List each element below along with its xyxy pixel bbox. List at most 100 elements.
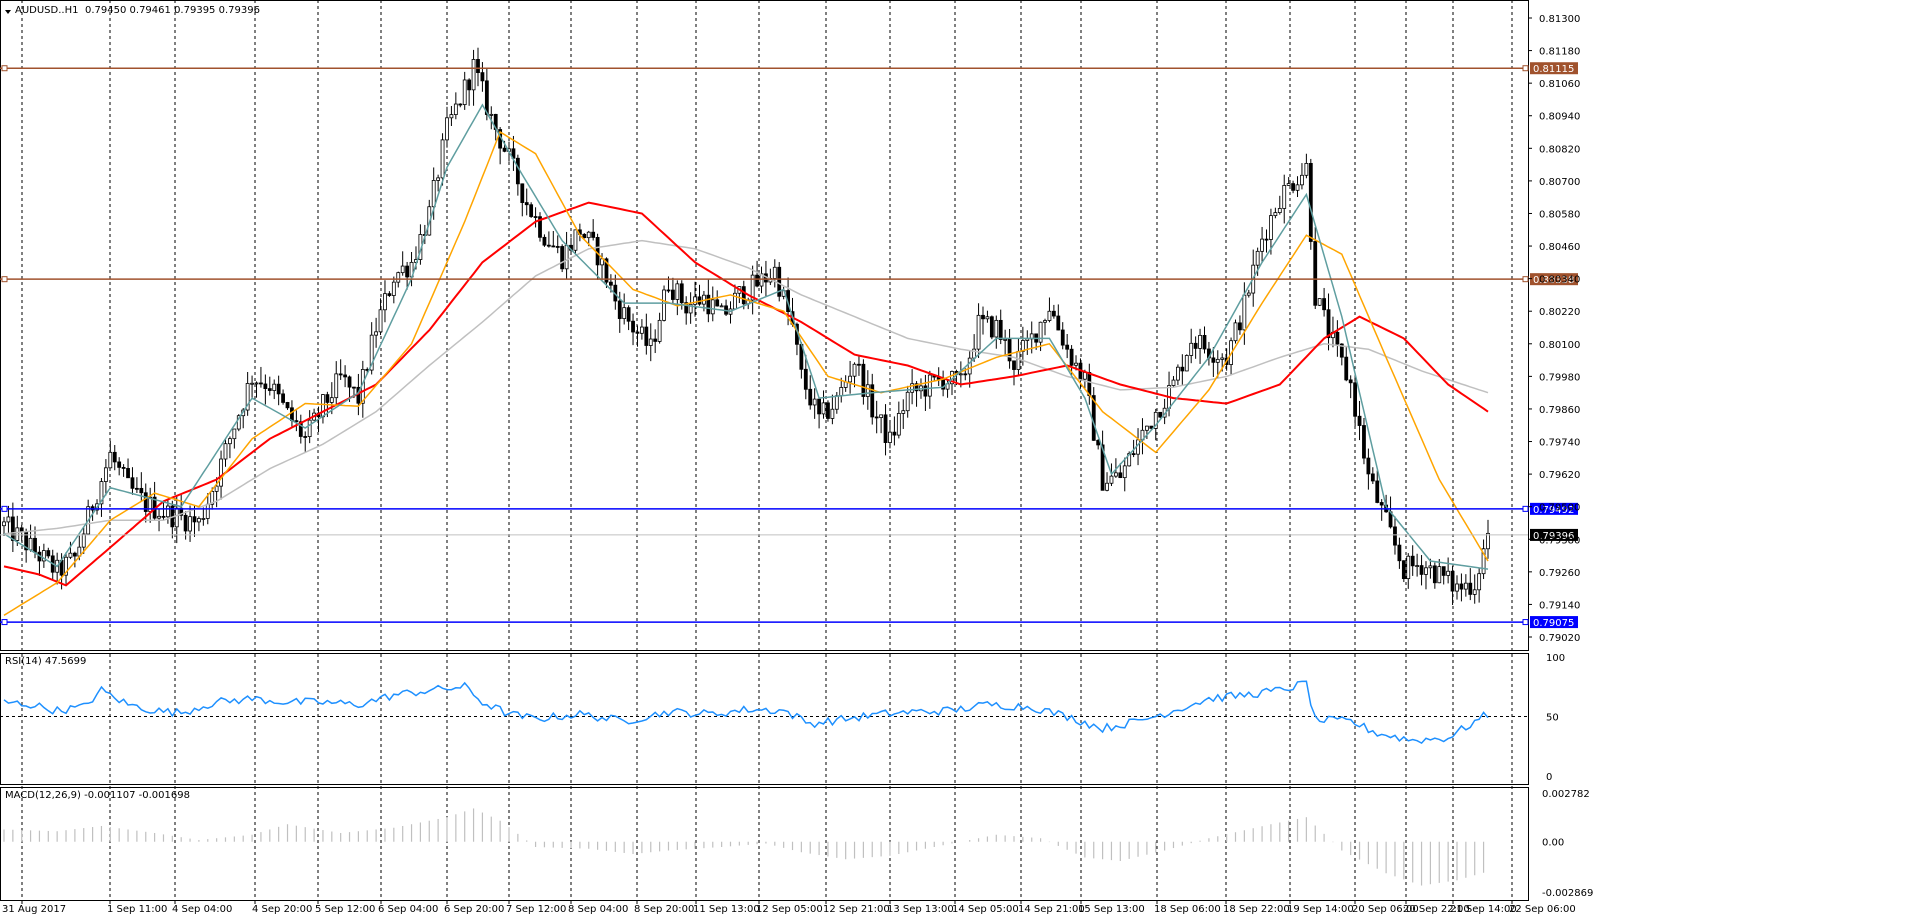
candle-body (1096, 439, 1101, 446)
macd-pane-frame (0, 787, 1529, 901)
candle-body (139, 487, 144, 494)
candle-body (1428, 565, 1433, 569)
candle-body (542, 236, 547, 246)
main-pane-frame (0, 0, 1529, 651)
candle-body (1087, 372, 1092, 396)
candle-body (489, 113, 494, 116)
resistance-high-handle-right[interactable] (1522, 65, 1529, 72)
candle-body (143, 492, 148, 512)
resistance-high-tag (1530, 62, 1578, 75)
candle-body (1100, 444, 1105, 491)
price-label: 0.79620 (1539, 470, 1580, 481)
candle-body (174, 507, 179, 528)
candle-body (1277, 208, 1282, 213)
time-label: 15 Sep 13:00 (1078, 904, 1145, 915)
candle-body (1269, 215, 1273, 240)
macd-axis-label: 0.00 (1542, 838, 1564, 849)
candle-body (1286, 183, 1291, 186)
time-label: 22 Sep 06:00 (1509, 904, 1576, 915)
candle-body (458, 103, 463, 106)
dropdown-triangle-icon[interactable] (5, 10, 11, 14)
candle-body (1273, 212, 1278, 217)
resistance-high-handle-left[interactable] (1, 65, 8, 72)
candle-body (263, 383, 268, 389)
candle-body (777, 266, 782, 297)
current-price-tag (1530, 528, 1578, 541)
support-low-handle-right[interactable] (1522, 619, 1529, 626)
candle-body (910, 383, 915, 393)
candle-body (321, 394, 325, 418)
candle-body (1326, 309, 1331, 339)
candle-body (197, 518, 201, 523)
candle-body (259, 382, 263, 385)
candle-body (396, 272, 401, 283)
candle-body (1415, 565, 1420, 567)
support-low-tag (1530, 616, 1578, 629)
candle-body (1317, 298, 1322, 306)
candle-body (33, 537, 37, 553)
candle-body (573, 229, 578, 251)
candle-body (1255, 250, 1260, 266)
ma-silver-line (3, 239, 1489, 535)
candle-body (852, 363, 857, 377)
resistance-high-tag-text: 0.81115 (1533, 64, 1574, 75)
price-label: 0.79860 (1539, 405, 1580, 416)
candle-body (1410, 555, 1415, 567)
candle-body (639, 326, 644, 334)
candle-body (772, 266, 777, 279)
candle-body (68, 552, 73, 558)
candle-body (72, 552, 77, 557)
candle-body (1060, 329, 1065, 346)
candle-body (15, 527, 20, 541)
price-label: 0.79740 (1539, 438, 1580, 449)
candle-body (166, 505, 170, 518)
resistance-mid-handle-left[interactable] (1, 276, 8, 283)
time-label: 1 Sep 11:00 (107, 904, 167, 915)
candle-body (958, 373, 963, 376)
candle-body (923, 385, 928, 397)
candle-body (892, 431, 897, 436)
candle-body (1419, 565, 1424, 575)
candle-body (657, 319, 662, 342)
support-high-handle-left[interactable] (1, 505, 8, 512)
candle-body (817, 398, 821, 415)
candle-body (223, 443, 228, 460)
resistance-mid-handle-right[interactable] (1522, 276, 1529, 283)
candle-body (1348, 379, 1353, 384)
candle-body (1109, 475, 1114, 484)
price-label: 0.81060 (1539, 79, 1580, 90)
candle-body (112, 451, 117, 463)
candle-body (338, 373, 343, 376)
candle-body (1472, 589, 1477, 595)
candle-body (631, 320, 635, 333)
price-label: 0.79140 (1539, 600, 1580, 611)
candle-body (6, 516, 11, 523)
candle-body (1300, 174, 1304, 186)
candle-body (976, 314, 981, 350)
symbol-title: AUDUSD..H1 (15, 5, 78, 16)
candle-body (81, 533, 86, 548)
candle-body (134, 487, 139, 490)
candle-body (130, 477, 135, 489)
candle-body (1180, 366, 1185, 372)
support-high-handle-right[interactable] (1522, 505, 1529, 512)
candle-body (1122, 465, 1127, 479)
candle-body (830, 408, 835, 419)
candle-body (210, 490, 215, 505)
candle-body (254, 382, 259, 385)
time-label: 18 Sep 22:00 (1223, 904, 1290, 915)
candle-body (1153, 411, 1158, 429)
candle-body (285, 402, 290, 409)
candle-body (857, 363, 861, 366)
candle-body (546, 244, 551, 247)
candle-body (161, 515, 166, 518)
time-label: 6 Sep 20:00 (444, 904, 504, 915)
candle-body (1322, 298, 1326, 311)
price-label: 0.80940 (1539, 112, 1580, 123)
candle-body (644, 326, 649, 346)
candle-body (387, 293, 392, 296)
resistance-mid-tag-text: 0.80338 (1533, 275, 1574, 286)
support-low-handle-left[interactable] (1, 619, 8, 626)
